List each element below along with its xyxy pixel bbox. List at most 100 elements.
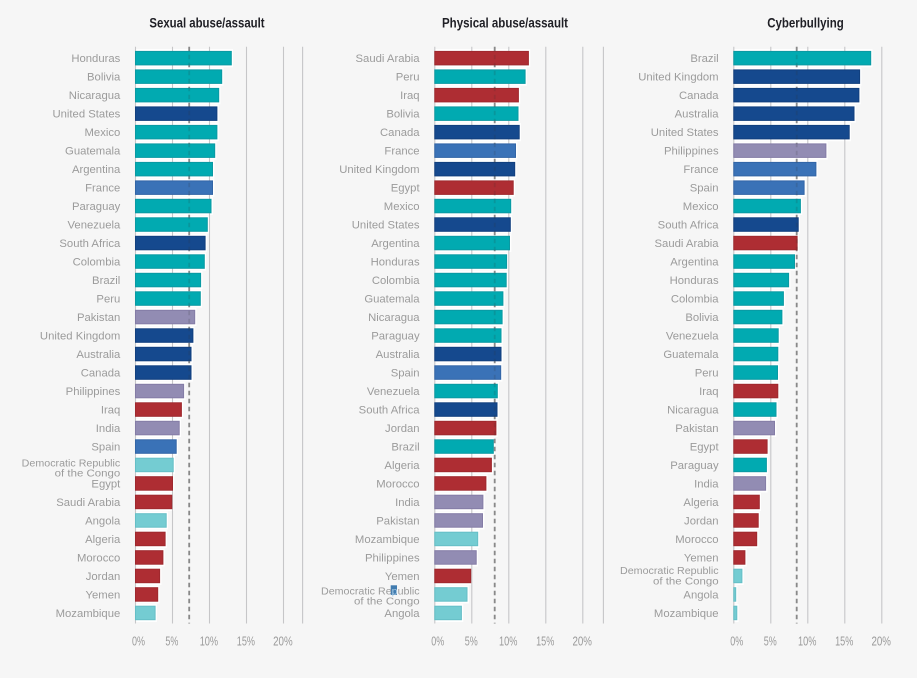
svg-text:Democratic Republic: Democratic Republic xyxy=(321,587,420,598)
svg-text:Mozambique: Mozambique xyxy=(654,608,719,620)
svg-text:0%: 0% xyxy=(431,634,444,649)
svg-text:Yemen: Yemen xyxy=(385,571,420,583)
svg-text:Mexico: Mexico xyxy=(384,201,420,213)
svg-text:Guatemala: Guatemala xyxy=(663,349,719,361)
svg-text:20%: 20% xyxy=(572,634,592,649)
svg-text:Iraq: Iraq xyxy=(400,90,419,102)
svg-text:Peru: Peru xyxy=(96,294,120,306)
svg-text:France: France xyxy=(85,183,120,195)
svg-text:Spain: Spain xyxy=(91,442,120,454)
svg-text:Philippines: Philippines xyxy=(66,386,121,398)
svg-text:Yemen: Yemen xyxy=(684,553,719,565)
svg-text:20%: 20% xyxy=(273,634,293,649)
svg-text:Jordan: Jordan xyxy=(385,423,420,435)
svg-text:United States: United States xyxy=(352,220,420,232)
svg-text:Philippines: Philippines xyxy=(365,553,420,565)
svg-text:Bolivia: Bolivia xyxy=(87,72,121,84)
svg-text:Iraq: Iraq xyxy=(101,405,120,417)
svg-text:Honduras: Honduras xyxy=(670,275,719,287)
svg-text:Mexico: Mexico xyxy=(683,201,719,213)
svg-text:Canada: Canada xyxy=(81,368,121,380)
svg-text:0%: 0% xyxy=(730,634,743,649)
svg-text:Algeria: Algeria xyxy=(85,534,121,546)
svg-text:Guatemala: Guatemala xyxy=(364,294,420,306)
svg-text:of the Congo: of the Congo xyxy=(653,577,719,588)
svg-text:South Africa: South Africa xyxy=(59,238,121,250)
svg-text:United Kingdom: United Kingdom xyxy=(339,164,419,176)
svg-text:Spain: Spain xyxy=(690,183,719,195)
svg-text:Mozambique: Mozambique xyxy=(56,608,121,620)
svg-text:Algeria: Algeria xyxy=(384,460,420,472)
svg-text:Yemen: Yemen xyxy=(86,589,121,601)
svg-text:South Africa: South Africa xyxy=(359,405,421,417)
svg-text:Colombia: Colombia xyxy=(671,294,719,306)
svg-text:Democratic Republic: Democratic Republic xyxy=(620,566,719,577)
svg-text:Philippines: Philippines xyxy=(664,146,719,158)
svg-text:15%: 15% xyxy=(835,634,853,649)
svg-text:Algeria: Algeria xyxy=(683,497,719,509)
svg-text:Jordan: Jordan xyxy=(684,516,719,528)
svg-text:Australia: Australia xyxy=(76,349,121,361)
svg-text:Spain: Spain xyxy=(391,368,420,380)
svg-text:Sexual abuse/assault: Sexual abuse/assault xyxy=(149,16,264,32)
svg-text:Colombia: Colombia xyxy=(372,275,420,287)
svg-text:Democratic Republic: Democratic Republic xyxy=(22,459,121,470)
svg-text:5%: 5% xyxy=(465,634,478,649)
svg-text:10%: 10% xyxy=(499,634,518,649)
svg-text:Pakistan: Pakistan xyxy=(376,516,419,528)
svg-text:15%: 15% xyxy=(237,634,255,649)
svg-text:Angola: Angola xyxy=(85,516,121,528)
svg-text:Colombia: Colombia xyxy=(73,257,121,269)
svg-text:Cyberbullying: Cyberbullying xyxy=(767,16,844,32)
svg-text:Argentina: Argentina xyxy=(371,238,420,250)
svg-text:10%: 10% xyxy=(798,634,817,649)
svg-text:India: India xyxy=(694,479,719,491)
svg-text:Mozambique: Mozambique xyxy=(355,534,420,546)
svg-text:10%: 10% xyxy=(200,634,219,649)
svg-text:Peru: Peru xyxy=(396,72,420,84)
svg-text:Saudi Arabia: Saudi Arabia xyxy=(655,238,720,250)
svg-text:Mexico: Mexico xyxy=(85,127,121,139)
svg-text:Morocco: Morocco xyxy=(77,553,120,565)
svg-text:of the Congo: of the Congo xyxy=(55,469,121,480)
svg-text:Honduras: Honduras xyxy=(371,257,420,269)
svg-text:Canada: Canada xyxy=(679,90,719,102)
svg-text:United Kingdom: United Kingdom xyxy=(638,72,718,84)
svg-text:20%: 20% xyxy=(871,634,891,649)
svg-text:Brazil: Brazil xyxy=(391,442,419,454)
svg-text:France: France xyxy=(384,146,419,158)
svg-text:France: France xyxy=(683,164,718,176)
svg-text:Australia: Australia xyxy=(376,349,421,361)
svg-text:Guatemala: Guatemala xyxy=(65,146,121,158)
svg-text:Morocco: Morocco xyxy=(376,479,419,491)
svg-text:Pakistan: Pakistan xyxy=(675,423,718,435)
svg-text:Angola: Angola xyxy=(384,608,420,620)
svg-text:Paraguay: Paraguay xyxy=(371,331,420,343)
svg-text:India: India xyxy=(96,423,121,435)
svg-text:Egypt: Egypt xyxy=(690,442,720,454)
svg-text:Egypt: Egypt xyxy=(391,183,421,195)
svg-text:Nicaragua: Nicaragua xyxy=(667,405,719,417)
svg-text:Pakistan: Pakistan xyxy=(77,312,120,324)
svg-text:0%: 0% xyxy=(132,634,145,649)
svg-text:Australia: Australia xyxy=(675,109,720,121)
svg-text:Venezuela: Venezuela xyxy=(367,386,420,398)
svg-text:Argentina: Argentina xyxy=(72,164,121,176)
svg-text:India: India xyxy=(395,497,420,509)
svg-text:Saudi Arabia: Saudi Arabia xyxy=(56,497,121,509)
svg-text:Argentina: Argentina xyxy=(670,257,719,269)
svg-text:Peru: Peru xyxy=(695,368,719,380)
svg-text:Brazil: Brazil xyxy=(92,275,120,287)
svg-text:5%: 5% xyxy=(764,634,777,649)
svg-text:Nicaragua: Nicaragua xyxy=(69,90,121,102)
svg-text:5%: 5% xyxy=(165,634,178,649)
svg-text:Bolivia: Bolivia xyxy=(386,109,420,121)
svg-text:Paraguay: Paraguay xyxy=(670,460,719,472)
svg-text:Nicaragua: Nicaragua xyxy=(368,312,420,324)
svg-text:15%: 15% xyxy=(536,634,554,649)
svg-text:Paraguay: Paraguay xyxy=(72,201,121,213)
svg-text:Physical abuse/assault: Physical abuse/assault xyxy=(442,16,568,32)
svg-text:Bolivia: Bolivia xyxy=(685,312,719,324)
svg-text:Angola: Angola xyxy=(683,589,719,601)
svg-text:of the Congo: of the Congo xyxy=(354,597,420,608)
